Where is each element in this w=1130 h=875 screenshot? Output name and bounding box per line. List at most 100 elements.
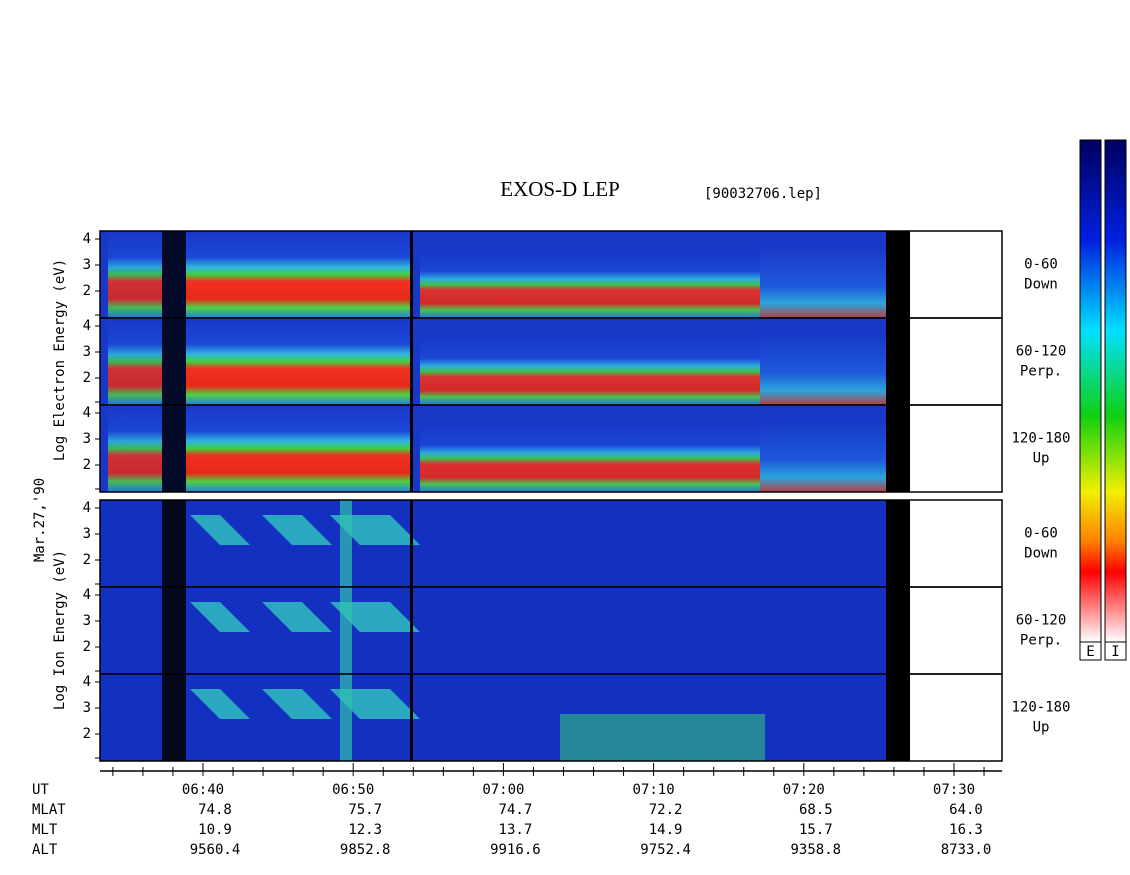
ephemeris-value: 9852.8 — [340, 842, 391, 858]
spectrogram-streak — [190, 602, 250, 632]
channel-direction: Up — [1033, 720, 1050, 736]
y-tick-label: 4 — [83, 674, 91, 690]
data-gap — [410, 231, 413, 318]
data-gap — [886, 674, 910, 761]
channel-range: 0-60 — [1024, 526, 1058, 542]
data-gap — [162, 231, 186, 318]
ephemeris-value: 9916.6 — [490, 842, 541, 858]
data-gap — [410, 405, 413, 492]
channel-direction: Down — [1024, 546, 1058, 562]
colorbar-label: I — [1111, 644, 1119, 660]
y-tick-label: 4 — [83, 500, 91, 516]
spectrogram-streak — [262, 602, 332, 632]
data-gap — [162, 587, 186, 674]
spectrogram-streak — [330, 689, 420, 719]
spectrogram-bg — [100, 674, 886, 761]
y-tick-label: 3 — [83, 257, 91, 273]
colorbar-label: E — [1086, 644, 1094, 660]
colorbar-label-box — [1079, 641, 1102, 661]
data-gap — [886, 587, 910, 674]
data-gap — [162, 318, 186, 405]
colorbar — [1104, 139, 1127, 643]
colorbar — [1079, 139, 1102, 643]
electron-axis-label: Log Electron Energy (eV) — [52, 259, 68, 461]
y-tick-label: 4 — [83, 405, 91, 421]
data-gap — [162, 500, 186, 587]
time-label: 06:40 — [182, 782, 224, 798]
panel-frame — [99, 404, 1003, 493]
ephemeris-value: 9358.8 — [791, 842, 842, 858]
y-tick-label: 3 — [83, 526, 91, 542]
y-tick-label: 3 — [83, 613, 91, 629]
data-gap — [162, 405, 186, 492]
data-gap — [410, 587, 413, 674]
y-tick-label: 2 — [83, 283, 91, 299]
y-tick-label: 4 — [83, 231, 91, 247]
time-label: 07:30 — [933, 782, 975, 798]
data-gap — [886, 500, 910, 587]
spectrogram-band — [186, 231, 410, 318]
y-tick-label: 3 — [83, 700, 91, 716]
row-label: MLT — [32, 822, 58, 838]
ephemeris-value: 68.5 — [799, 802, 833, 818]
data-gap — [886, 405, 910, 492]
spectrogram-streak — [190, 689, 250, 719]
channel-range: 60-120 — [1016, 613, 1067, 629]
ephemeris-value: 12.3 — [348, 822, 382, 838]
spectrogram-band — [108, 318, 162, 405]
ephemeris-value: 13.7 — [499, 822, 533, 838]
spectrogram-band — [108, 231, 162, 318]
spectrogram-band — [186, 405, 410, 492]
row-label: MLAT — [32, 802, 66, 818]
channel-direction: Perp. — [1020, 633, 1062, 649]
y-tick-label: 4 — [83, 587, 91, 603]
spectrogram-band — [760, 333, 886, 405]
title: EXOS-D LEP — [500, 177, 620, 201]
y-tick-label: 2 — [83, 726, 91, 742]
y-tick-label: 4 — [83, 318, 91, 334]
spectrogram-streak — [330, 602, 420, 632]
channel-direction: Up — [1033, 451, 1050, 467]
ephemeris-value: 9560.4 — [190, 842, 241, 858]
channel-direction: Down — [1024, 277, 1058, 293]
spectrogram-band — [560, 714, 765, 761]
spectrogram-band — [760, 420, 886, 492]
date-label: Mar.27,'90 — [32, 478, 48, 562]
spectrogram-bg — [100, 500, 886, 587]
ephemeris-value: 74.7 — [499, 802, 533, 818]
spectrogram-band — [108, 405, 162, 492]
data-gap — [410, 318, 413, 405]
spectrogram-streak — [340, 674, 352, 761]
ephemeris-value: 14.9 — [649, 822, 683, 838]
panel-frame — [99, 673, 1003, 762]
channel-range: 120-180 — [1011, 431, 1070, 447]
channel-range: 0-60 — [1024, 257, 1058, 273]
ephemeris-value: 9752.4 — [640, 842, 691, 858]
spectrogram-bg — [100, 587, 886, 674]
ephemeris-value: 74.8 — [198, 802, 232, 818]
data-gap — [886, 318, 910, 405]
y-tick-label: 2 — [83, 457, 91, 473]
time-label: 07:20 — [783, 782, 825, 798]
spectrogram-streak — [330, 515, 420, 545]
colorbar-label-box — [1104, 641, 1127, 661]
data-gap — [886, 231, 910, 318]
file-name: [90032706.lep] — [704, 186, 822, 202]
spectrogram-band — [420, 251, 760, 318]
ephemeris-value: 75.7 — [348, 802, 382, 818]
spectrogram-streak — [190, 515, 250, 545]
time-label: 07:00 — [482, 782, 524, 798]
ephemeris-value: 15.7 — [799, 822, 833, 838]
y-tick-label: 2 — [83, 552, 91, 568]
ion-axis-label: Log Ion Energy (eV) — [52, 550, 68, 710]
ephemeris-value: 10.9 — [198, 822, 232, 838]
data-gap — [162, 674, 186, 761]
ephemeris-value: 72.2 — [649, 802, 683, 818]
spectrogram-streak — [262, 515, 332, 545]
data-gap — [410, 674, 413, 761]
spectrogram-streak — [262, 689, 332, 719]
y-tick-label: 3 — [83, 431, 91, 447]
spectrogram-streak — [340, 500, 352, 587]
y-tick-label: 2 — [83, 370, 91, 386]
